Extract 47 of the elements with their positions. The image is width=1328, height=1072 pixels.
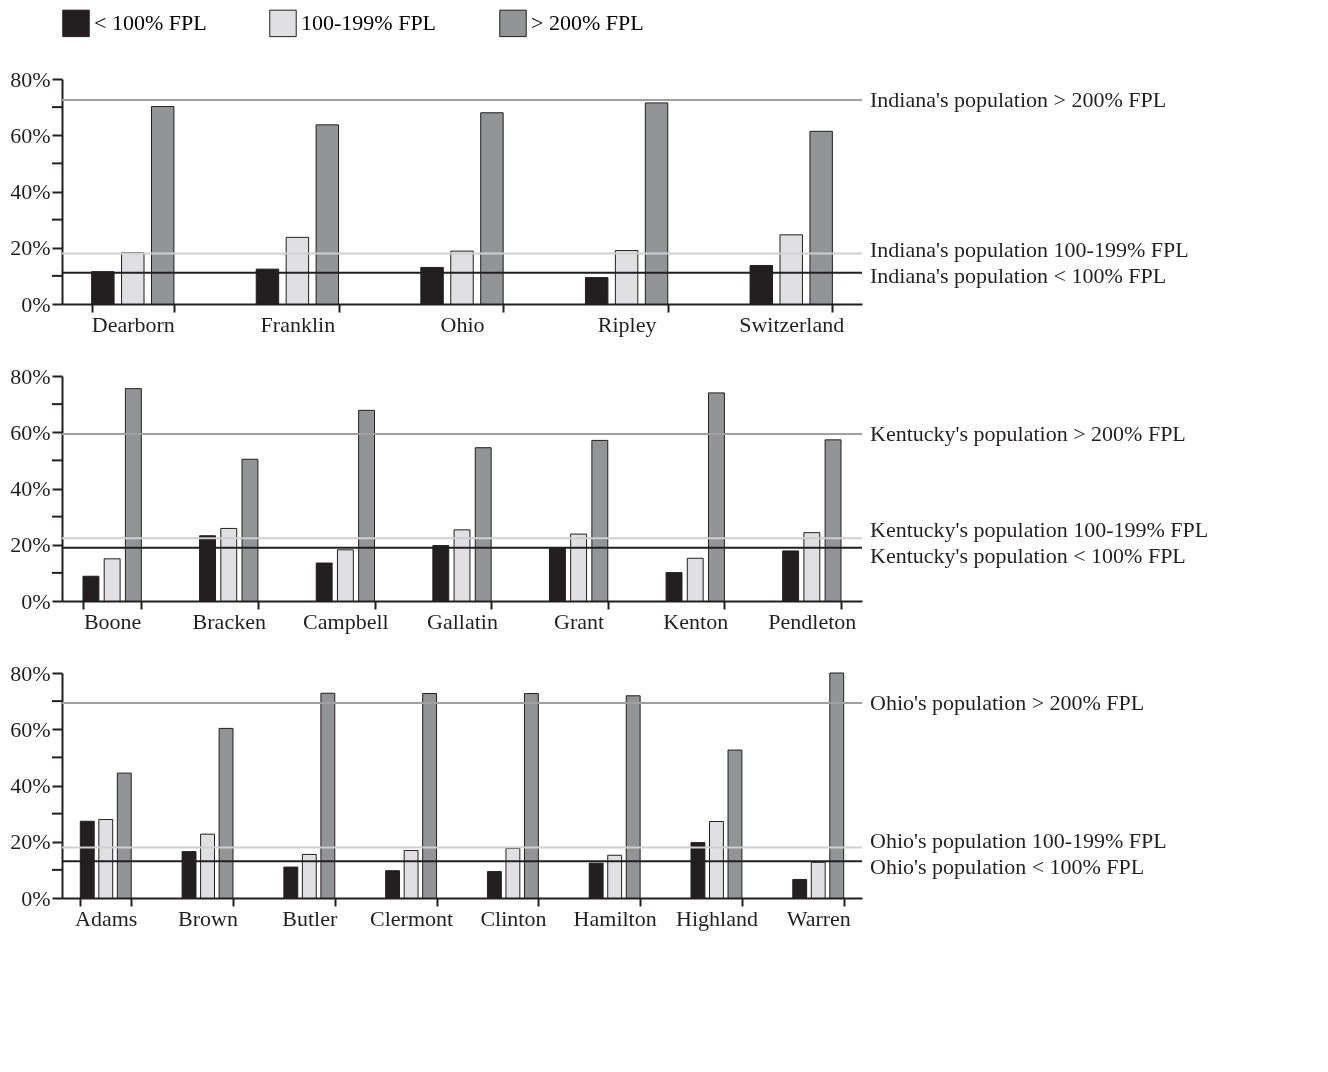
x-tick-label: Adams: [75, 905, 138, 931]
x-tick-label: Highland: [676, 905, 758, 931]
ref-line-label: Kentucky's population < 100% FPL: [870, 543, 1186, 569]
y-tick-label: 40%: [10, 476, 51, 501]
x-tick-label: Brown: [178, 905, 238, 931]
x-tick-label: Franklin: [260, 311, 336, 337]
x-tick-label: Switzerland: [739, 311, 845, 337]
y-tick-label: 20%: [10, 532, 51, 558]
x-tick-label: Dearborn: [91, 311, 175, 337]
ref-line-label: Ohio's population 100-199% FPL: [870, 828, 1167, 854]
x-tick-label: Grant: [554, 608, 605, 634]
legend-label: > 200% FPL: [531, 10, 644, 36]
x-tick-label: Hamilton: [573, 905, 657, 931]
x-tick-label: Boone: [83, 608, 142, 634]
x-tick-label: Ripley: [597, 311, 657, 337]
y-tick-label: 0%: [21, 588, 51, 614]
y-tick-label: 0%: [21, 291, 51, 317]
x-tick-label: Campbell: [303, 608, 389, 634]
x-tick-label: Warren: [786, 905, 851, 931]
y-tick-label: 60%: [10, 122, 51, 148]
ref-line-label: Kentucky's population > 200% FPL: [870, 420, 1186, 446]
x-tick-label: Butler: [282, 905, 338, 931]
x-tick-label: Gallatin: [427, 608, 498, 634]
y-tick-label: 60%: [10, 419, 51, 445]
y-tick-label: 60%: [10, 716, 51, 742]
x-tick-label: Pendleton: [768, 608, 857, 634]
x-tick-label: Bracken: [192, 608, 266, 634]
x-tick-label: Clinton: [480, 905, 547, 931]
legend-label: < 100% FPL: [94, 10, 207, 36]
ref-line-label: Indiana's population 100-199% FPL: [870, 237, 1189, 263]
y-tick-label: 0%: [21, 885, 51, 911]
y-tick-label: 80%: [10, 660, 51, 686]
y-tick-label: 20%: [10, 235, 51, 261]
x-tick-label: Kenton: [663, 608, 729, 634]
y-tick-label: 80%: [10, 66, 51, 92]
y-tick-label: 20%: [10, 829, 51, 855]
y-tick-label: 40%: [10, 773, 51, 798]
ref-line-label: Indiana's population > 200% FPL: [870, 87, 1167, 113]
x-tick-label: Ohio: [440, 311, 485, 337]
legend-label: 100-199% FPL: [301, 10, 437, 36]
y-tick-label: 80%: [10, 363, 51, 389]
ref-line-label: Indiana's population < 100% FPL: [870, 263, 1167, 289]
ref-line-label: Kentucky's population 100-199% FPL: [870, 517, 1209, 543]
ref-line-label: Ohio's population < 100% FPL: [870, 854, 1145, 880]
ref-line-label: Ohio's population > 200% FPL: [870, 690, 1145, 716]
y-tick-label: 40%: [10, 179, 51, 204]
x-tick-label: Clermont: [370, 905, 454, 931]
